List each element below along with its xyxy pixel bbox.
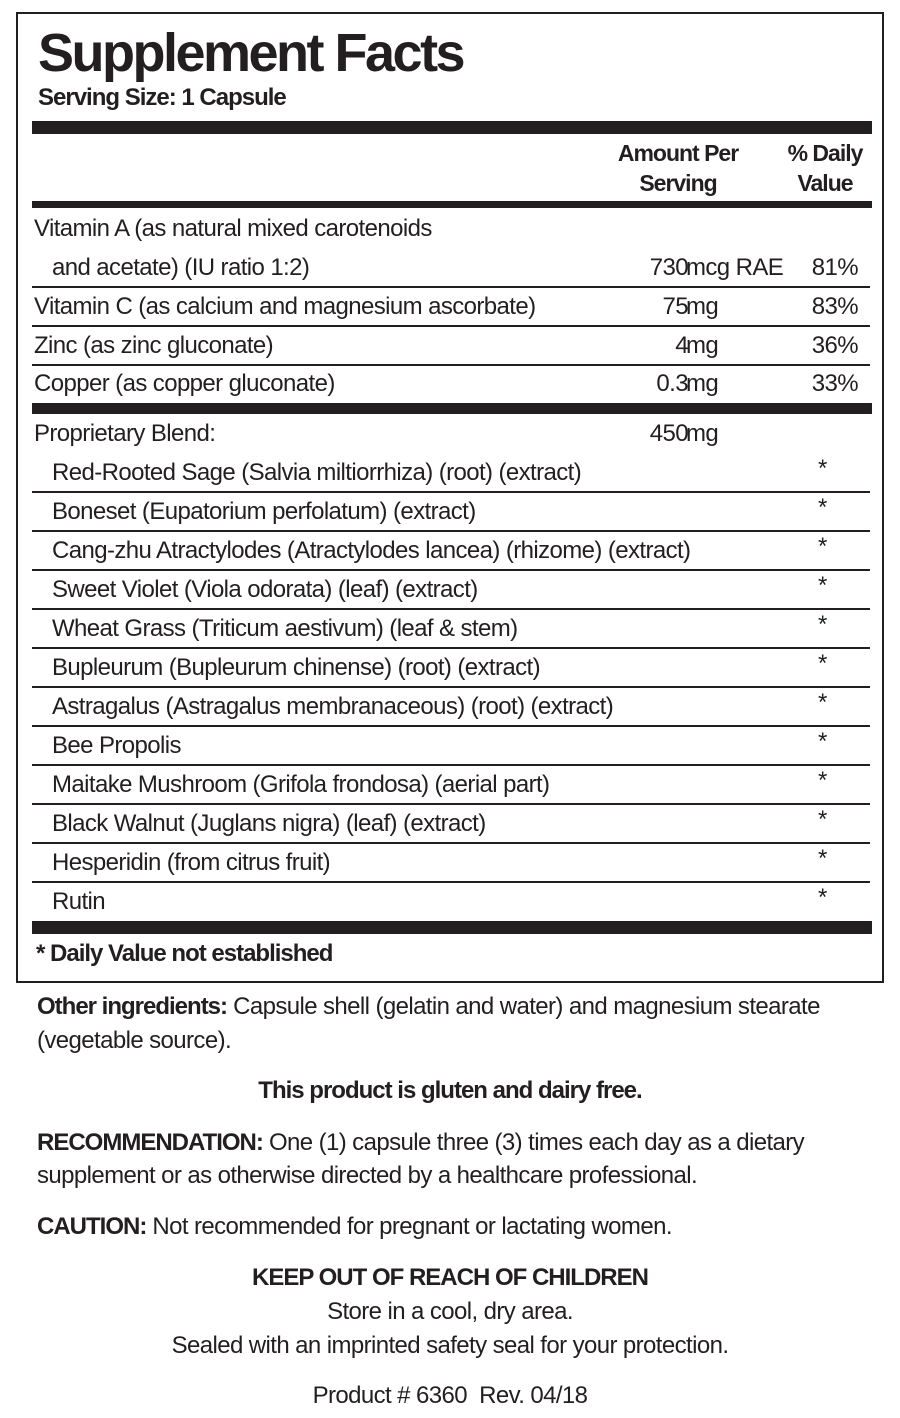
blend-item-row: Black Walnut (Juglans nigra) (leaf) (ext…	[32, 805, 870, 844]
other-ingredients-label: Other ingredients:	[37, 993, 228, 1020]
blend-item-dv: *	[818, 767, 827, 794]
blend-item-dv: *	[818, 884, 827, 911]
thick-divider	[32, 121, 872, 134]
header-line: Amount Per	[617, 140, 739, 166]
blend-item-dv: *	[818, 806, 827, 833]
header-line: Value	[797, 170, 853, 196]
recommendation-text: One (1) capsule three (3) times each day…	[262, 1129, 805, 1156]
supplement-facts-panel: Supplement Facts Serving Size: 1 Capsule…	[16, 12, 884, 983]
blend-item-dv: *	[818, 650, 827, 677]
nutrient-row: Copper (as copper gluconate) 0.3 mg 33%	[32, 366, 870, 402]
nutrient-amount: 75	[662, 293, 689, 320]
blend-item-name: Maitake Mushroom (Grifola frondosa) (aer…	[52, 771, 550, 798]
blend-amount: 450	[649, 420, 689, 447]
blend-item-row: Rutin *	[32, 883, 870, 920]
safety-seal-note: Sealed with an imprinted safety seal for…	[171, 1332, 729, 1359]
blend-item-row: Astragalus (Astragalus membranaceous) (r…	[32, 688, 870, 727]
product-number: Product # 6360 Rev. 04/18	[312, 1382, 588, 1409]
thick-divider	[32, 921, 872, 934]
other-ingredients-text: Capsule shell (gelatin and water) and ma…	[227, 993, 820, 1020]
blend-item-dv: *	[818, 494, 827, 521]
header-line: % Daily	[787, 140, 864, 166]
recommendation-label: RECOMMENDATION:	[37, 1129, 264, 1156]
blend-item-name: Red-Rooted Sage (Salvia miltiorrhiza) (r…	[52, 459, 582, 486]
blend-item-dv: *	[818, 533, 827, 560]
nutrient-amount: 4	[675, 332, 688, 359]
blend-item-name: Sweet Violet (Viola odorata) (leaf) (ext…	[52, 576, 478, 603]
blend-item-row: Bee Propolis *	[32, 727, 870, 766]
blend-item-name: Black Walnut (Juglans nigra) (leaf) (ext…	[52, 810, 486, 837]
nutrient-unit: mg	[686, 332, 719, 359]
blend-item-row: Maitake Mushroom (Grifola frondosa) (aer…	[32, 766, 870, 805]
footnote: * Daily Value not established	[36, 940, 333, 967]
nutrient-amount: 730	[649, 254, 689, 281]
blend-item-row: Sweet Violet (Viola odorata) (leaf) (ext…	[32, 571, 870, 610]
nutrient-unit: mg	[686, 370, 719, 397]
serving-size: Serving Size: 1 Capsule	[38, 84, 287, 111]
thick-divider	[32, 201, 872, 208]
thick-divider	[32, 403, 872, 414]
blend-item-name: Wheat Grass (Triticum aestivum) (leaf & …	[52, 615, 518, 642]
nutrient-row: Vitamin C (as calcium and magnesium asco…	[32, 288, 870, 327]
blend-item-name: Rutin	[52, 888, 106, 915]
header-line: Serving	[639, 170, 717, 196]
amount-per-serving-header: Amount Per Serving	[608, 138, 748, 198]
blend-item-dv: *	[818, 572, 827, 599]
blend-item-row: Red-Rooted Sage (Salvia miltiorrhiza) (r…	[32, 454, 870, 493]
blend-item-name: Bupleurum (Bupleurum chinense) (root) (e…	[52, 654, 541, 681]
other-ingredients-line2: (vegetable source).	[37, 1027, 232, 1054]
nutrient-unit: mcg RAE	[686, 254, 784, 281]
blend-item-row: Wheat Grass (Triticum aestivum) (leaf & …	[32, 610, 870, 649]
blend-item-name: Bee Propolis	[52, 732, 181, 759]
nutrient-unit: mg	[686, 293, 719, 320]
recommendation: RECOMMENDATION: One (1) capsule three (3…	[37, 1129, 805, 1157]
recommendation-line2: supplement or as otherwise directed by a…	[37, 1162, 698, 1189]
nutrient-row: Zinc (as zinc gluconate) 4 mg 36%	[32, 327, 870, 366]
blend-item-dv: *	[818, 611, 827, 638]
nutrient-name: Vitamin C (as calcium and magnesium asco…	[34, 293, 536, 320]
blend-item-dv: *	[818, 689, 827, 716]
nutrient-row: Vitamin A (as natural mixed carotenoids …	[32, 209, 870, 288]
other-ingredients: Other ingredients: Capsule shell (gelati…	[37, 993, 820, 1021]
nutrient-name: Vitamin A (as natural mixed carotenoids	[34, 215, 432, 242]
blend-item-name: Astragalus (Astragalus membranaceous) (r…	[52, 693, 614, 720]
storage-instructions: Store in a cool, dry area.	[327, 1298, 573, 1325]
gluten-statement: This product is gluten and dairy free.	[258, 1077, 642, 1104]
caution-label: CAUTION:	[37, 1213, 147, 1240]
blend-item-row: Boneset (Eupatorium perfolatum) (extract…	[32, 493, 870, 532]
daily-value-header: % Daily Value	[780, 138, 870, 198]
nutrient-dv: 83%	[811, 293, 859, 320]
nutrient-dv: 81%	[811, 254, 859, 281]
nutrient-name: and acetate) (IU ratio 1:2)	[52, 254, 310, 281]
blend-item-row: Bupleurum (Bupleurum chinense) (root) (e…	[32, 649, 870, 688]
blend-item-name: Boneset (Eupatorium perfolatum) (extract…	[52, 498, 476, 525]
blend-item-row: Hesperidin (from citrus fruit) *	[32, 844, 870, 883]
blend-row: Proprietary Blend: 450 mg	[32, 415, 870, 452]
panel-title: Supplement Facts	[38, 23, 466, 83]
blend-item-name: Cang-zhu Atractylodes (Atractylodes lanc…	[52, 537, 691, 564]
nutrient-dv: 36%	[811, 332, 859, 359]
keep-out-warning: KEEP OUT OF REACH OF CHILDREN	[252, 1264, 649, 1291]
blend-unit: mg	[686, 420, 719, 447]
blend-item-dv: *	[818, 845, 827, 872]
nutrient-name: Copper (as copper gluconate)	[34, 370, 335, 397]
caution: CAUTION: Not recommended for pregnant or…	[37, 1213, 672, 1241]
caution-text: Not recommended for pregnant or lactatin…	[146, 1213, 672, 1240]
blend-item-dv: *	[818, 455, 827, 482]
blend-item-dv: *	[818, 728, 827, 755]
blend-name: Proprietary Blend:	[34, 420, 216, 447]
blend-item-row: Cang-zhu Atractylodes (Atractylodes lanc…	[32, 532, 870, 571]
blend-item-name: Hesperidin (from citrus fruit)	[52, 849, 331, 876]
nutrient-name: Zinc (as zinc gluconate)	[34, 332, 274, 359]
nutrient-amount: 0.3	[656, 370, 688, 397]
nutrient-dv: 33%	[811, 370, 859, 397]
